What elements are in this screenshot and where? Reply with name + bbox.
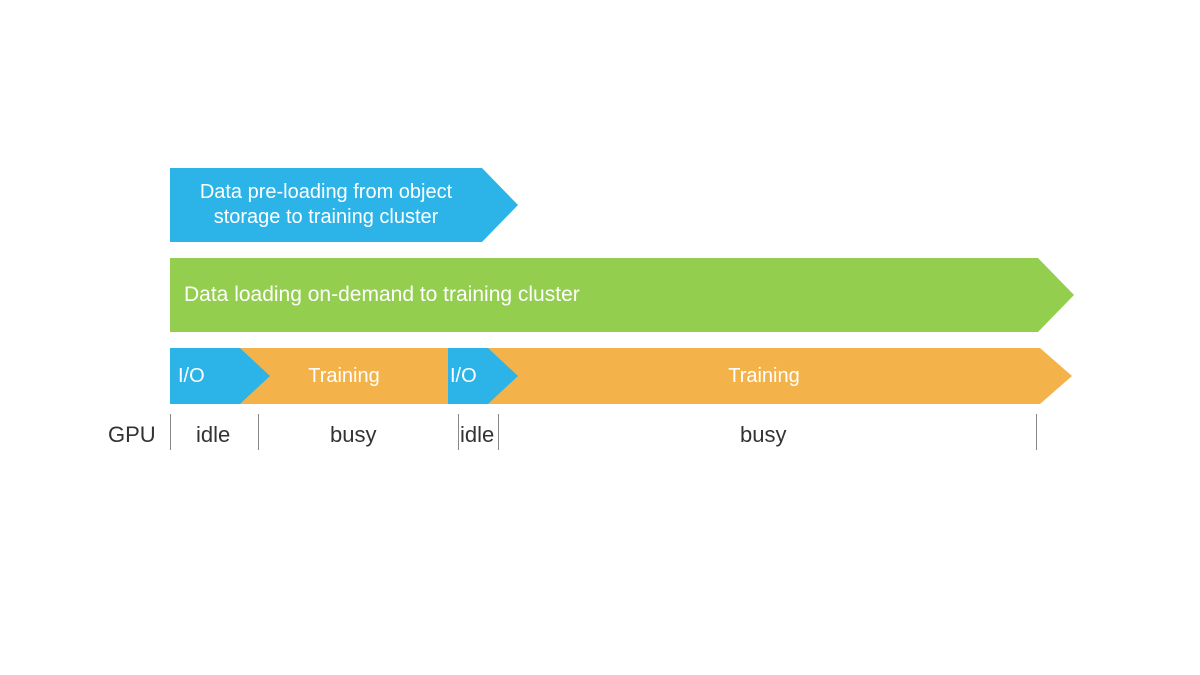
gpu-tick: [258, 414, 259, 450]
gpu-tick: [170, 414, 171, 450]
arrow-head-icon: [482, 168, 518, 242]
gpu-state-label: idle: [196, 422, 230, 448]
gpu-axis-label: GPU: [108, 422, 156, 448]
arrow-bar: I/O: [170, 348, 270, 404]
arrow-bar: Data loading on-demand to training clust…: [170, 258, 1074, 332]
diagram-stage: Data pre-loading from object storage to …: [0, 0, 1200, 675]
arrow-bar: Training: [240, 348, 478, 404]
arrow-label: Training: [240, 348, 448, 404]
arrow-bar: Data pre-loading from object storage to …: [170, 168, 518, 242]
gpu-tick: [498, 414, 499, 450]
arrow-bar: I/O: [448, 348, 518, 404]
gpu-state-label: idle: [460, 422, 494, 448]
arrow-bar: Training: [488, 348, 1072, 404]
gpu-tick: [458, 414, 459, 450]
arrow-label: Data loading on-demand to training clust…: [170, 258, 1038, 332]
arrow-head-icon: [1040, 348, 1072, 404]
arrow-label: Training: [488, 348, 1040, 404]
arrow-label: I/O: [448, 348, 488, 404]
gpu-state-label: busy: [740, 422, 786, 448]
arrow-label: Data pre-loading from object storage to …: [170, 168, 482, 242]
arrow-label: I/O: [170, 348, 240, 404]
gpu-tick: [1036, 414, 1037, 450]
arrow-head-icon: [1038, 258, 1074, 332]
arrow-head-icon: [488, 348, 518, 404]
gpu-state-label: busy: [330, 422, 376, 448]
arrow-head-icon: [240, 348, 270, 404]
